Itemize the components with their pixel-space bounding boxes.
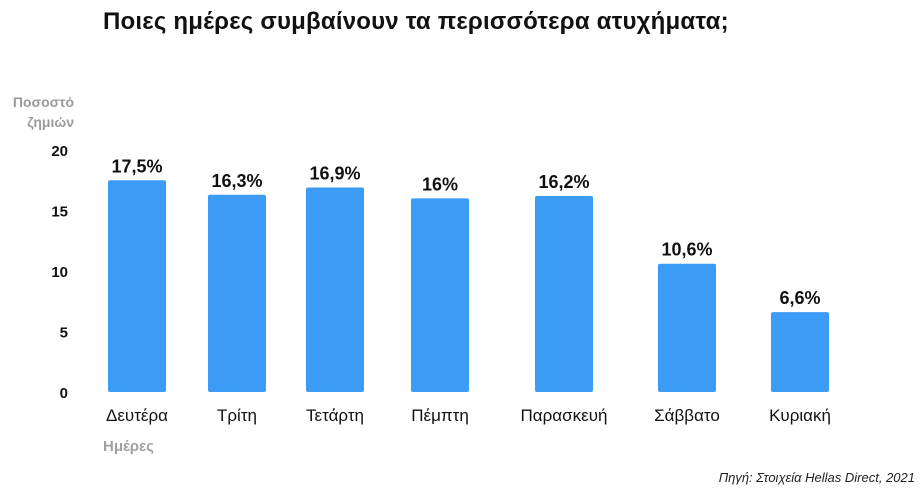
y-axis-label-line-2: ζημιών bbox=[27, 114, 74, 130]
data-label-4: 16% bbox=[422, 174, 458, 194]
bar-4 bbox=[411, 198, 469, 392]
x-tick-label-7: Κυριακή bbox=[769, 406, 831, 425]
data-label-3: 16,9% bbox=[309, 164, 360, 184]
data-label-5: 16,2% bbox=[538, 172, 589, 192]
data-label-7: 6,6% bbox=[779, 288, 820, 308]
data-label-6: 10,6% bbox=[661, 240, 712, 260]
x-tick-label-6: Σάββατο bbox=[654, 406, 720, 425]
x-tick-label-4: Πέμπτη bbox=[411, 406, 469, 425]
bar-2 bbox=[208, 194, 266, 392]
x-axis-label: Ημέρες bbox=[103, 438, 154, 455]
y-tick-label-20: 20 bbox=[51, 143, 68, 160]
y-tick-label-0: 0 bbox=[60, 385, 68, 402]
bar-3 bbox=[306, 187, 364, 392]
data-label-1: 17,5% bbox=[111, 156, 162, 176]
y-axis-label: Ποσοστό ζημιών bbox=[0, 92, 74, 132]
source-note: Πηγή: Στοιχεία Hellas Direct, 2021 bbox=[718, 470, 915, 485]
chart-title: Ποιες ημέρες συμβαίνουν τα περισσότερα α… bbox=[103, 8, 729, 35]
x-tick-label-1: Δευτέρα bbox=[106, 406, 168, 425]
bar-7 bbox=[771, 312, 829, 392]
y-tick-label-10: 10 bbox=[51, 264, 68, 281]
bar-6 bbox=[658, 263, 716, 392]
bar-1 bbox=[108, 180, 166, 392]
x-tick-label-3: Τετάρτη bbox=[306, 406, 364, 425]
y-tick-label-15: 15 bbox=[51, 204, 68, 221]
x-tick-label-5: Παρασκευή bbox=[521, 406, 608, 425]
y-axis-label-line-1: Ποσοστό bbox=[12, 94, 74, 110]
x-tick-label-2: Τρίτη bbox=[217, 406, 257, 425]
bar-5 bbox=[535, 195, 593, 392]
y-tick-label-5: 5 bbox=[60, 325, 68, 342]
data-label-2: 16,3% bbox=[211, 171, 262, 191]
